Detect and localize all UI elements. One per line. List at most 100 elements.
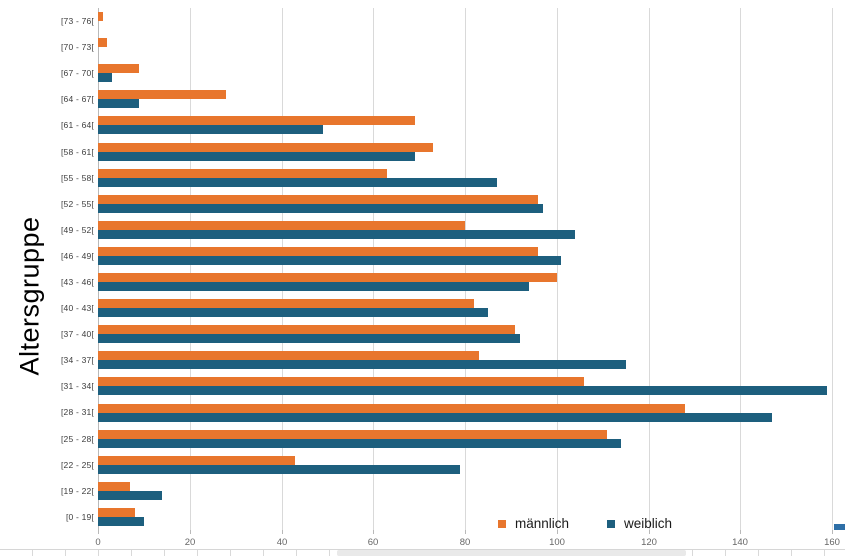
- x-axis-tick: [465, 530, 466, 534]
- legend-item-weiblich[interactable]: weiblich: [607, 516, 672, 531]
- bar-group: [98, 507, 144, 526]
- gridline: [649, 8, 650, 530]
- x-axis: 0 20 40 60 80 100 120 140 160: [95, 530, 840, 552]
- x-axis-tick-label: 0: [95, 537, 101, 548]
- y-axis-category-label: [37 - 40[: [61, 329, 94, 340]
- bar-group: [98, 64, 140, 83]
- x-axis-tick-label: 160: [824, 537, 840, 548]
- bar-maennlich[interactable]: [98, 429, 608, 439]
- bar-group: [98, 168, 498, 187]
- bar-maennlich[interactable]: [98, 481, 131, 491]
- y-axis-category-label: [22 - 25[: [61, 459, 94, 470]
- bar-weiblich[interactable]: [98, 282, 530, 292]
- bar-group: [98, 90, 227, 109]
- bar-maennlich[interactable]: [98, 38, 108, 48]
- legend-label-weiblich: weiblich: [624, 516, 673, 531]
- bar-maennlich[interactable]: [98, 455, 296, 465]
- legend-label-maennlich: männlich: [515, 516, 570, 531]
- bar-maennlich[interactable]: [98, 403, 686, 413]
- x-axis-tick: [98, 530, 99, 534]
- scrollbar-thumb[interactable]: [337, 550, 686, 556]
- bar-maennlich[interactable]: [98, 351, 479, 361]
- legend: männlich weiblich: [498, 516, 672, 531]
- bar-weiblich[interactable]: [98, 386, 828, 396]
- y-axis-category-label: [31 - 34[: [61, 381, 94, 392]
- y-axis-category-label: [61 - 64[: [61, 120, 94, 131]
- y-axis-category-label: [28 - 31[: [61, 407, 94, 418]
- bar-weiblich[interactable]: [98, 464, 461, 474]
- x-axis-tick: [649, 530, 650, 534]
- y-axis-category-label: [64 - 67[: [61, 94, 94, 105]
- x-axis-tick: [740, 530, 741, 534]
- bar-maennlich[interactable]: [98, 142, 433, 152]
- legend-item-maennlich[interactable]: männlich: [498, 516, 569, 531]
- maennlich-swatch-icon: [498, 519, 506, 528]
- bar-group: [98, 299, 488, 318]
- y-axis-category-label: [40 - 43[: [61, 303, 94, 314]
- bar-weiblich[interactable]: [98, 99, 140, 109]
- x-axis-tick-label: 20: [184, 537, 196, 548]
- bar-maennlich[interactable]: [98, 299, 475, 309]
- bar-maennlich[interactable]: [98, 273, 557, 283]
- bar-maennlich[interactable]: [98, 377, 585, 387]
- plot-area: [98, 8, 833, 530]
- y-axis-category-label: [73 - 76[: [61, 16, 94, 27]
- bar-group: [98, 142, 433, 161]
- bar-weiblich[interactable]: [98, 151, 415, 161]
- x-axis-tick-label: 80: [459, 537, 471, 548]
- bar-weiblich[interactable]: [98, 412, 773, 422]
- bar-weiblich[interactable]: [98, 334, 521, 344]
- bar-weiblich[interactable]: [98, 308, 488, 318]
- gridline: [740, 8, 741, 530]
- bar-weiblich[interactable]: [98, 73, 112, 83]
- y-axis-category-label: [49 - 52[: [61, 224, 94, 235]
- x-axis-tick: [282, 530, 283, 534]
- bar-maennlich[interactable]: [98, 325, 516, 335]
- bar-maennlich[interactable]: [98, 220, 465, 230]
- window-edge-artifact: [834, 524, 845, 530]
- bar-maennlich[interactable]: [98, 64, 140, 74]
- gridline: [465, 8, 466, 530]
- bar-group: [98, 38, 108, 56]
- bar-weiblich[interactable]: [98, 177, 498, 187]
- y-axis-category-label: [34 - 37[: [61, 355, 94, 366]
- bar-group: [98, 273, 557, 292]
- gridline: [190, 8, 191, 530]
- y-axis-category-label: [70 - 73[: [61, 42, 94, 53]
- bar-group: [98, 116, 415, 135]
- bar-group: [98, 455, 461, 474]
- bar-maennlich[interactable]: [98, 246, 539, 256]
- bar-group: [98, 12, 103, 30]
- bar-weiblich[interactable]: [98, 360, 626, 370]
- weiblich-swatch-icon: [607, 519, 616, 528]
- bar-weiblich[interactable]: [98, 516, 144, 526]
- bar-maennlich[interactable]: [98, 507, 135, 517]
- bar-maennlich[interactable]: [98, 194, 539, 204]
- bar-group: [98, 481, 163, 500]
- y-axis-category-label: [19 - 22[: [61, 485, 94, 496]
- spreadsheet-cell-strip: [0, 549, 845, 556]
- x-axis-tick-label: 100: [549, 537, 565, 548]
- gridline: [282, 8, 283, 530]
- x-axis-tick: [373, 530, 374, 534]
- bar-weiblich[interactable]: [98, 255, 562, 265]
- bar-weiblich[interactable]: [98, 125, 323, 135]
- y-axis-category-label: [25 - 28[: [61, 433, 94, 444]
- x-axis-tick-label: 40: [276, 537, 288, 548]
- bar-weiblich[interactable]: [98, 203, 543, 213]
- bar-group: [98, 194, 543, 213]
- x-axis-tick: [557, 530, 558, 534]
- bar-maennlich[interactable]: [98, 116, 415, 126]
- bar-maennlich[interactable]: [98, 12, 103, 22]
- y-axis-category-label: [0 - 19[: [65, 511, 94, 522]
- x-axis-tick-label: 60: [367, 537, 379, 548]
- y-axis-category-label: [52 - 55[: [61, 198, 94, 209]
- bar-weiblich[interactable]: [98, 490, 163, 500]
- bar-maennlich[interactable]: [98, 168, 387, 178]
- y-axis-category-label: [43 - 46[: [61, 276, 94, 287]
- x-axis-tick-label: 140: [732, 537, 748, 548]
- bar-weiblich[interactable]: [98, 229, 576, 239]
- bar-maennlich[interactable]: [98, 90, 227, 100]
- bar-group: [98, 220, 576, 239]
- bar-weiblich[interactable]: [98, 438, 621, 448]
